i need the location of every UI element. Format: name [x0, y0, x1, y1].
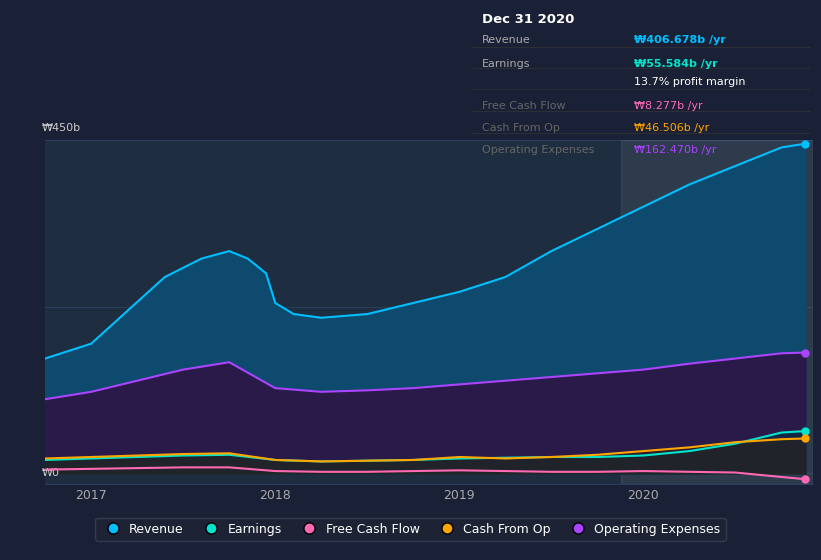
Text: 13.7% profit margin: 13.7% profit margin	[634, 77, 745, 87]
Text: ₩406.678b /yr: ₩406.678b /yr	[634, 35, 726, 45]
Text: Operating Expenses: Operating Expenses	[482, 145, 594, 155]
Text: ₩46.506b /yr: ₩46.506b /yr	[634, 123, 709, 133]
Text: Earnings: Earnings	[482, 59, 530, 69]
Text: Cash From Op: Cash From Op	[482, 123, 560, 133]
Text: ₩450b: ₩450b	[41, 123, 80, 133]
Text: ₩162.470b /yr: ₩162.470b /yr	[634, 145, 716, 155]
Text: Revenue: Revenue	[482, 35, 531, 45]
Text: Dec 31 2020: Dec 31 2020	[482, 13, 575, 26]
Text: ₩55.584b /yr: ₩55.584b /yr	[634, 59, 718, 69]
Text: Free Cash Flow: Free Cash Flow	[482, 101, 566, 110]
Text: ₩0: ₩0	[41, 468, 59, 478]
Text: ₩8.277b /yr: ₩8.277b /yr	[634, 101, 702, 110]
Bar	[621, 140, 813, 484]
Legend: Revenue, Earnings, Free Cash Flow, Cash From Op, Operating Expenses: Revenue, Earnings, Free Cash Flow, Cash …	[95, 517, 726, 541]
